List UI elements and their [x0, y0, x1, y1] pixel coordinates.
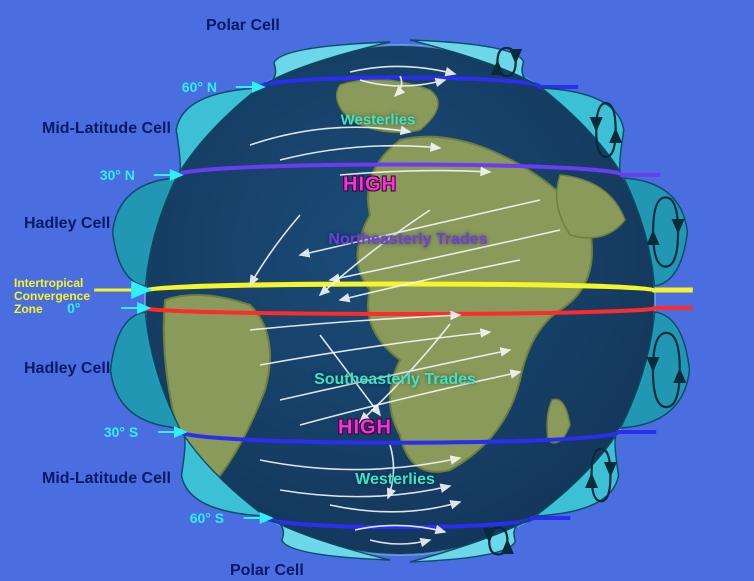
high-label-1: HIGH: [338, 417, 392, 440]
wind-label-2: Southeasterly Trades: [314, 371, 476, 389]
high-label-0: HIGH: [343, 174, 397, 197]
side-label-hadley_s: Hadley Cell: [24, 360, 110, 378]
side-label-itcz1: Intertropical: [14, 276, 83, 290]
atmospheric-circulation-diagram: Polar Cell Mid-Latitude Cell Hadley Cell In…: [0, 0, 754, 581]
lat-label-60N: 60° N: [182, 79, 217, 95]
lat-label-0: 0°: [67, 300, 80, 316]
wind-label-1: Northeasterly Trades: [328, 231, 487, 249]
diagram-svg: [0, 0, 754, 581]
side-label-itcz3: Zone: [14, 302, 43, 316]
side-label-polar_s: Polar Cell: [230, 562, 304, 580]
wind-label-3: Westerlies: [355, 471, 435, 489]
lat-label-30N: 30° N: [100, 167, 135, 183]
side-label-midlat_n: Mid-Latitude Cell: [42, 120, 171, 138]
wind-label-0: Westerlies: [341, 112, 416, 129]
side-label-hadley_n: Hadley Cell: [24, 215, 110, 233]
side-label-polar_n: Polar Cell: [206, 17, 280, 35]
lat-label-30S: 30° S: [104, 424, 138, 440]
lat-label-60S: 60° S: [190, 510, 224, 526]
side-label-midlat_s: Mid-Latitude Cell: [42, 470, 171, 488]
